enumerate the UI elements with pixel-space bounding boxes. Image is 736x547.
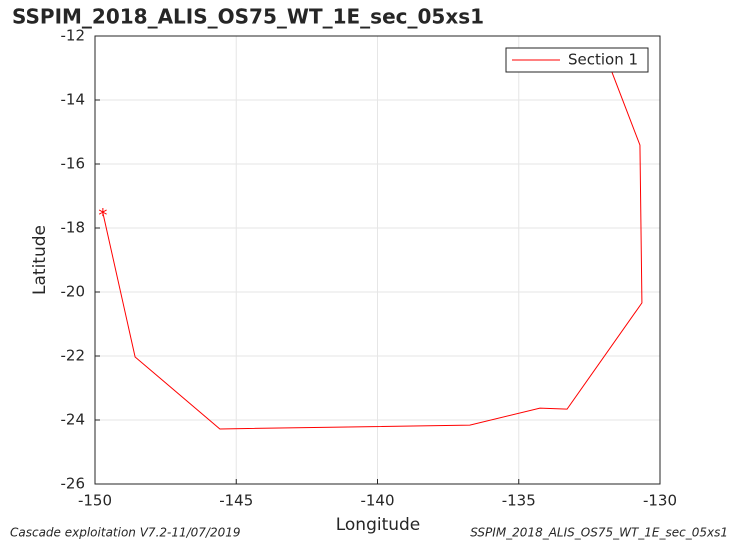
legend-label: Section 1 — [568, 51, 638, 69]
y-tick-label: -20 — [61, 283, 86, 301]
y-axis-label: Latitude — [30, 225, 50, 295]
x-tick-label: -145 — [219, 492, 253, 510]
y-tick-label: -24 — [61, 411, 86, 429]
footer-right: SSPIM_2018_ALIS_OS75_WT_1E_sec_05xs1 — [470, 526, 728, 540]
axes-box — [94, 35, 661, 485]
x-tick-label: -140 — [360, 492, 394, 510]
x-axis-label: Longitude — [336, 515, 421, 535]
y-tick-label: -22 — [61, 347, 86, 365]
y-tick-label: -14 — [61, 91, 86, 109]
data-line — [102, 56, 643, 430]
y-tick-label: -12 — [61, 27, 86, 45]
x-tick-label: -135 — [502, 492, 536, 510]
chart-title: SSPIM_2018_ALIS_OS75_WT_1E_sec_05xs1 — [12, 5, 484, 29]
start-marker: * — [98, 205, 107, 226]
y-tick-label: -16 — [61, 155, 86, 173]
x-tick-label: -150 — [78, 492, 112, 510]
x-tick-label: -130 — [643, 492, 677, 510]
y-tick-label: -26 — [61, 475, 86, 493]
y-tick-label: -18 — [61, 219, 86, 237]
footer-left: Cascade exploitation V7.2-11/07/2019 — [10, 526, 241, 540]
